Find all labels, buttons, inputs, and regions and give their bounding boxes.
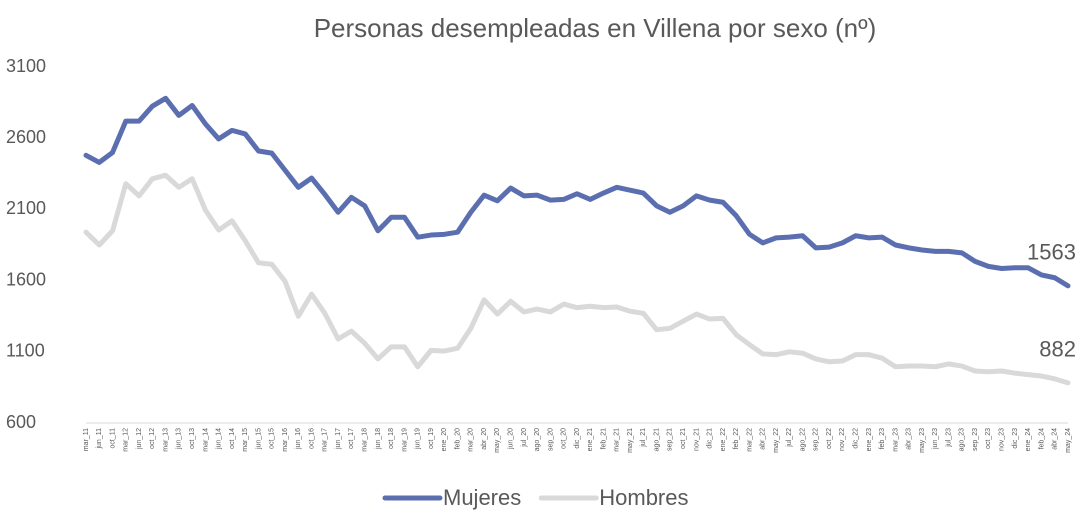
x-tick-label: may_22 bbox=[773, 428, 780, 453]
x-tick-label: dic_23 bbox=[1012, 428, 1019, 449]
data-label: 882 bbox=[1039, 337, 1076, 362]
x-tick-label: mar_22 bbox=[746, 428, 753, 452]
x-tick-label: feb_24 bbox=[1038, 428, 1045, 450]
x-tick-label: jul_21 bbox=[640, 428, 647, 448]
x-tick-label: mar_13 bbox=[162, 428, 169, 452]
x-tick-label: abr_20 bbox=[481, 428, 488, 450]
x-tick-label: jun_19 bbox=[415, 428, 422, 450]
x-tick-label: oct_16 bbox=[308, 428, 315, 449]
x-tick-label: feb_22 bbox=[733, 428, 740, 450]
line bbox=[83, 95, 1071, 289]
x-tick-label: mar_18 bbox=[362, 428, 369, 452]
x-tick-label: feb_21 bbox=[600, 428, 607, 450]
x-tick-label: nov_21 bbox=[693, 428, 700, 451]
x-tick-label: jun_23 bbox=[932, 428, 939, 450]
x-tick-label: jun_17 bbox=[335, 428, 342, 450]
x-tick-label: jul_22 bbox=[786, 428, 793, 448]
x-tick-label: ene_24 bbox=[1025, 428, 1032, 451]
y-tick-label: 3100 bbox=[6, 56, 46, 76]
data-label: 1563 bbox=[1027, 240, 1076, 265]
x-tick-label: oct_17 bbox=[348, 428, 355, 449]
x-tick-label: jun_20 bbox=[507, 428, 514, 450]
x-tick-label: ene_21 bbox=[587, 428, 594, 451]
x-tick-label: dic_21 bbox=[707, 428, 714, 449]
x-tick-label: mar_16 bbox=[282, 428, 289, 452]
x-tick-label: mar_15 bbox=[242, 428, 249, 452]
x-tick-label: oct_14 bbox=[229, 428, 236, 449]
x-tick-label: abr_24 bbox=[1052, 428, 1059, 450]
x-tick-label: ago_21 bbox=[653, 428, 660, 451]
line bbox=[83, 172, 1071, 386]
x-tick-label: mar_14 bbox=[202, 428, 209, 452]
x-tick-label: oct_23 bbox=[985, 428, 992, 449]
x-tick-label: mar_21 bbox=[614, 428, 621, 452]
x-tick-label: mar_11 bbox=[83, 428, 90, 451]
x-tick-label: feb_20 bbox=[454, 428, 461, 450]
legend-label: Mujeres bbox=[443, 485, 521, 510]
x-tick-label: ene_23 bbox=[866, 428, 873, 451]
x-tick-label: ene_20 bbox=[441, 428, 448, 451]
x-tick-label: may_23 bbox=[919, 428, 926, 453]
x-tick-label: jun_15 bbox=[255, 428, 262, 450]
x-tick-label: oct_19 bbox=[428, 428, 435, 449]
x-tick-label: jun_16 bbox=[295, 428, 302, 450]
x-tick-label: jun_13 bbox=[176, 428, 183, 450]
x-tick-label: jun_11 bbox=[96, 428, 103, 450]
y-tick-label: 600 bbox=[6, 412, 36, 432]
x-tick-label: jun_14 bbox=[216, 428, 223, 450]
x-tick-label: oct_18 bbox=[388, 428, 395, 449]
x-tick-label: oct_15 bbox=[269, 428, 276, 449]
x-tick-label: abr_23 bbox=[906, 428, 913, 450]
x-tick-label: ago_23 bbox=[959, 428, 966, 451]
x-tick-label: oct_12 bbox=[149, 428, 156, 449]
x-tick-label: dic_22 bbox=[853, 428, 860, 449]
y-tick-label: 2600 bbox=[6, 127, 46, 147]
x-tick-label: oct_13 bbox=[189, 428, 196, 449]
x-tick-label: oct_22 bbox=[826, 428, 833, 449]
y-tick-label: 1100 bbox=[6, 341, 45, 361]
x-tick-label: may_21 bbox=[627, 428, 634, 453]
x-tick-label: sep_21 bbox=[667, 428, 674, 451]
x-tick-label: mar_12 bbox=[123, 428, 130, 452]
x-tick-label: sep_20 bbox=[547, 428, 554, 451]
x-tick-label: may_20 bbox=[494, 428, 501, 453]
x-tick-label: ene_22 bbox=[720, 428, 727, 451]
x-tick-label: oct_20 bbox=[561, 428, 568, 449]
x-tick-label: mar_19 bbox=[401, 428, 408, 452]
x-tick-label: sep_22 bbox=[813, 428, 820, 451]
legend-label: Hombres bbox=[599, 485, 688, 510]
x-tick-label: mar_23 bbox=[892, 428, 899, 452]
x-tick-label: oct_21 bbox=[680, 428, 687, 449]
x-tick-label: nov_23 bbox=[998, 428, 1005, 451]
x-tick-label: abr_22 bbox=[760, 428, 767, 450]
x-tick-label: feb_23 bbox=[879, 428, 886, 450]
y-tick-label: 2100 bbox=[6, 198, 46, 218]
x-tick-label: oct_11 bbox=[109, 428, 116, 449]
x-tick-label: mar_17 bbox=[322, 428, 329, 452]
chart-title: Personas desempleadas en Villena por sex… bbox=[314, 13, 877, 43]
x-tick-label: jul_23 bbox=[945, 428, 952, 448]
y-tick-label: 1600 bbox=[6, 269, 46, 289]
x-tick-label: nov_22 bbox=[839, 428, 846, 451]
x-tick-label: may_24 bbox=[1065, 428, 1072, 453]
x-tick-label: ago_22 bbox=[799, 428, 806, 451]
x-tick-label: mar_20 bbox=[468, 428, 475, 452]
x-tick-label: jun_12 bbox=[136, 428, 143, 450]
x-tick-label: ago_20 bbox=[534, 428, 541, 451]
x-tick-label: jul_20 bbox=[521, 428, 528, 448]
x-tick-label: jun_18 bbox=[375, 428, 382, 450]
x-tick-label: sep_23 bbox=[972, 428, 979, 451]
x-tick-label: dic_20 bbox=[574, 428, 581, 449]
